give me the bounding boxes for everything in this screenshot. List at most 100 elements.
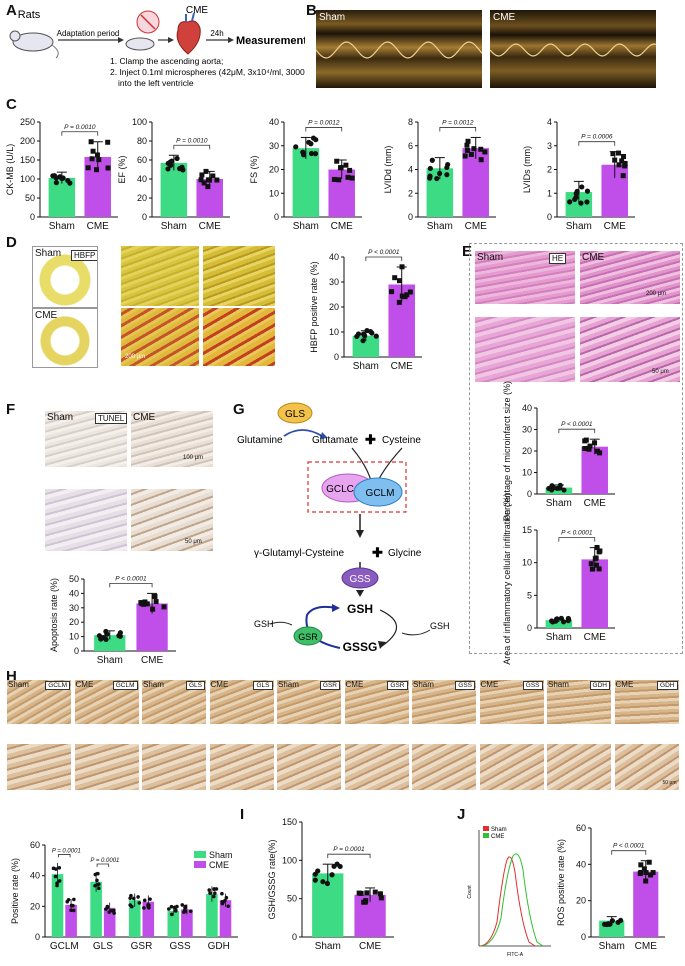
- sig-bracket: [96, 863, 110, 867]
- data-dot: [587, 443, 593, 449]
- p-value-label: P = 0.0001: [333, 846, 365, 853]
- y-tick-label: 8: [408, 117, 413, 127]
- data-dot: [397, 278, 403, 284]
- sig-bracket: [558, 428, 596, 434]
- ihc-zoom-gdh-cme: 50 μm: [614, 744, 679, 790]
- rats-label: Rats: [18, 9, 41, 21]
- plus-2: ✚: [372, 545, 383, 560]
- ihc-group-label: CME: [480, 680, 499, 689]
- y-tick-label: 40: [576, 859, 586, 869]
- data-dot: [150, 606, 156, 612]
- x-tick-label: Sham: [49, 221, 75, 232]
- data-dot: [169, 158, 175, 164]
- y-tick-label: 100: [132, 117, 147, 127]
- ihc-stain-tag: GDH: [657, 681, 678, 690]
- rat-icon: [9, 30, 59, 59]
- ihc-overview-gsr-sham: Sham GSR: [277, 680, 341, 724]
- data-dot: [468, 151, 474, 157]
- data-dot: [169, 912, 174, 917]
- panel-letter-a: A: [6, 2, 17, 19]
- x-tick-label: CME: [635, 941, 658, 952]
- legend-label-cme: CME: [209, 860, 229, 870]
- tunel-stain-tag: TUNEL: [95, 413, 127, 424]
- data-dot: [471, 146, 477, 152]
- cysteine-label: Cysteine: [382, 435, 421, 446]
- time-label: 24h: [210, 29, 223, 38]
- data-dot: [65, 177, 71, 184]
- y-tick-label: 60: [576, 823, 586, 833]
- gsh-right-label: GSH: [430, 621, 450, 631]
- data-dot: [619, 158, 625, 164]
- data-dot: [203, 168, 209, 174]
- y-axis-label: Area of inflammatory cellular infiltrati…: [502, 493, 512, 665]
- data-dot: [643, 878, 649, 884]
- data-dot: [97, 886, 101, 891]
- panel-letter-c: C: [6, 96, 17, 113]
- flow-histogram: Sham CME Count FITC-A: [467, 826, 551, 958]
- x-tick-label: GSR: [131, 941, 153, 952]
- data-dot: [364, 890, 370, 896]
- y-tick-label: 20: [137, 193, 147, 203]
- ihc-group-label: CME: [615, 680, 634, 689]
- glutamine-label: Glutamine: [237, 435, 283, 446]
- sig-bracket: [558, 537, 596, 542]
- sig-bracket: [58, 854, 71, 858]
- data-dot: [153, 599, 159, 605]
- data-dot: [329, 872, 335, 878]
- data-dot: [205, 184, 211, 190]
- ihc-stain-tag: GCLM: [112, 681, 138, 690]
- sig-bracket: [611, 850, 647, 855]
- ihc-stain-tag: GSR: [387, 681, 408, 690]
- cme-label: CME: [186, 5, 209, 16]
- data-dot: [610, 151, 616, 157]
- ihc-zoom-gss-cme: [479, 744, 544, 790]
- data-dot: [444, 172, 450, 178]
- y-axis-label: HBFP positive rate (%): [309, 261, 319, 352]
- data-dot: [586, 446, 592, 452]
- x-tick-label: GLS: [93, 941, 113, 952]
- ihc-overview-gls-sham: Sham GLS: [142, 680, 206, 724]
- sig-bracket: [439, 127, 477, 132]
- data-dot: [208, 891, 212, 895]
- p-value-label: P < 0.0001: [368, 249, 400, 256]
- y-axis-label: Percentage of microinfarct size (%): [502, 381, 512, 521]
- y-axis-label: Apoptosis rate (%): [49, 578, 59, 652]
- data-dot: [174, 908, 178, 912]
- y-tick-label: 80: [137, 136, 147, 146]
- data-dot: [226, 904, 230, 909]
- he-zoom-cme: 50 μm: [580, 317, 680, 382]
- p-value-label: P = 0.0012: [308, 119, 340, 126]
- y-tick-label: 40: [329, 252, 339, 262]
- data-dot: [220, 901, 225, 906]
- data-dot: [331, 863, 337, 869]
- data-dot: [643, 870, 649, 876]
- measurement-label: Measurement: [236, 35, 305, 47]
- x-tick-label: Sham: [97, 655, 123, 666]
- x-tick-label: Sham: [353, 361, 379, 372]
- data-dot: [592, 556, 598, 562]
- bar-sham: [545, 620, 573, 628]
- x-tick-label: Sham: [546, 498, 572, 509]
- data-dot: [105, 139, 111, 145]
- surgery-icon: [125, 10, 160, 51]
- panel-letter-g: G: [233, 401, 245, 418]
- data-dot: [594, 562, 600, 568]
- echo-image-sham: Sham: [316, 10, 482, 88]
- data-dot: [334, 158, 340, 164]
- ihc-stain-tag: GCLM: [45, 681, 70, 690]
- y-tick-label: 40: [30, 871, 40, 881]
- data-dot: [220, 891, 224, 896]
- sig-bracket: [365, 256, 403, 261]
- sig-bracket: [327, 853, 371, 859]
- data-dot: [129, 904, 134, 909]
- y-tick-label: 150: [20, 155, 35, 165]
- x-tick-label: CME: [391, 361, 414, 372]
- y-axis-label: LVIDd (mm): [383, 146, 393, 194]
- ihc-scale: 50 μm: [662, 780, 677, 786]
- x-tick-label: Sham: [315, 941, 341, 952]
- data-dot: [572, 196, 578, 203]
- p-value-label: P = 0.0010: [176, 137, 208, 144]
- data-dot: [549, 618, 555, 624]
- x-tick-label: Sham: [566, 221, 592, 232]
